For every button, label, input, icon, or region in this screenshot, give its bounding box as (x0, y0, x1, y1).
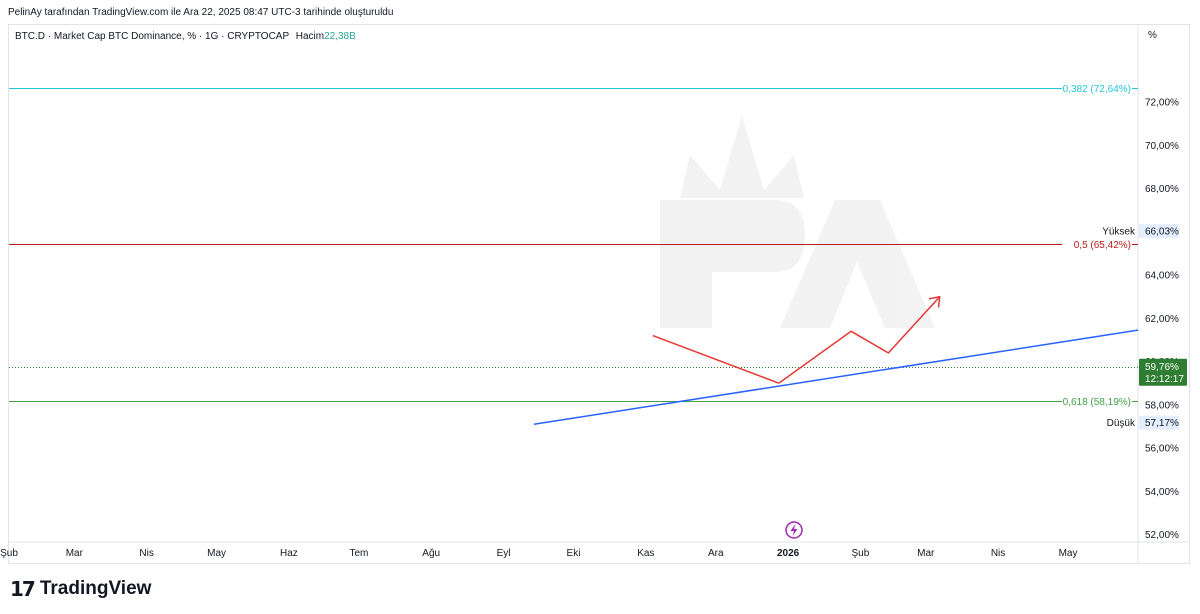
last-price-countdown: 12:12:17 (1145, 374, 1184, 385)
lightning-icon[interactable] (785, 521, 803, 539)
watermark-letter-p-bowl (712, 200, 805, 272)
watermark-crown (680, 115, 804, 198)
low-marker-label: Düşük (1107, 418, 1136, 429)
watermark-letter-p-stem (660, 200, 712, 328)
low-marker-value: 57,17% (1145, 418, 1179, 429)
x-axis-tick-label: Kas (637, 548, 654, 559)
tradingview-logo[interactable]: 17 TradingView (10, 577, 152, 601)
low-marker-label-bg (1099, 415, 1137, 430)
watermark-letter-a (780, 200, 935, 328)
volume-value: 22,38B (324, 31, 356, 42)
chart-legend: BTC.D · Market Cap BTC Dominance, % · 1G… (15, 31, 356, 42)
x-axis-tick-label: Şub (0, 548, 18, 559)
high-marker-value: 66,03% (1145, 227, 1179, 238)
y-axis-tick-label: 56,00% (1145, 444, 1179, 455)
high-marker-label: Yüksek (1102, 227, 1136, 238)
chart-frame (8, 24, 1190, 564)
resistance-segment (652, 334, 780, 384)
x-axis-tick-label: May (1059, 548, 1078, 559)
symbol-label[interactable]: BTC.D · Market Cap BTC Dominance, % · 1G… (15, 31, 289, 42)
support-trendline (533, 329, 1139, 425)
y-axis-tick-label: 70,00% (1145, 141, 1179, 152)
last-price-value: 59,76% (1145, 362, 1179, 373)
y-axis-tick-label: 58,00% (1145, 400, 1179, 411)
y-axis-tick-label: 62,00% (1145, 314, 1179, 325)
lightning-icon-bolt (790, 524, 798, 536)
tradingview-brand: TradingView (39, 578, 152, 599)
x-axis-tick-label: 2026 (777, 548, 800, 559)
y-axis-tick-label: 52,00% (1145, 530, 1179, 541)
projection-arrowhead (928, 295, 941, 308)
fib-level-label: 0,618 (58,19%) (1063, 397, 1131, 408)
unit-label: % (1148, 30, 1157, 41)
projection-path (778, 296, 941, 384)
chart-credit: PelinAy tarafından TradingView.com ile A… (8, 7, 394, 18)
x-axis-tick-label: Nis (991, 548, 1005, 559)
x-axis-tick-label: Ağu (422, 548, 440, 559)
volume-label: Hacim (295, 31, 325, 42)
x-axis-tick-label: May (207, 548, 226, 559)
x-axis-tick-label: Haz (280, 548, 298, 559)
fib-level-label: 0,5 (65,42%) (1074, 240, 1131, 251)
y-axis-tick-label: 72,00% (1145, 98, 1179, 109)
y-axis-tick-label: 64,00% (1145, 271, 1179, 282)
x-axis-tick-label: Eyl (497, 548, 511, 559)
last-price-badge: 59,76%12:12:17 (1139, 358, 1187, 386)
y-axis-tick-label: 68,00% (1145, 184, 1179, 195)
fib-level-label: 0,382 (72,64%) (1063, 84, 1131, 95)
low-marker-value-bg (1139, 415, 1179, 430)
tradingview-logo-icon: 17 (10, 577, 36, 601)
high-marker-value-bg (1139, 224, 1179, 239)
x-axis-tick-label: Tem (349, 548, 368, 559)
watermark-logo (660, 115, 935, 328)
x-axis-tick-label: Şub (852, 548, 870, 559)
low-marker: Düşük 57,17% (1099, 415, 1179, 430)
x-axis-tick-label: Eki (567, 548, 581, 559)
x-axis-tick-label: Mar (917, 548, 935, 559)
high-marker-label-bg (1099, 224, 1137, 239)
y-axis-tick-label: 54,00% (1145, 487, 1179, 498)
x-axis-tick-label: Mar (66, 548, 84, 559)
x-axis-tick-label: Ara (708, 548, 724, 559)
price-scale-unit[interactable]: % (1140, 25, 1189, 47)
last-price-badge-bg (1139, 358, 1187, 386)
high-marker: Yüksek 66,03% (1099, 224, 1179, 239)
x-axis-tick-label: Nis (139, 548, 153, 559)
